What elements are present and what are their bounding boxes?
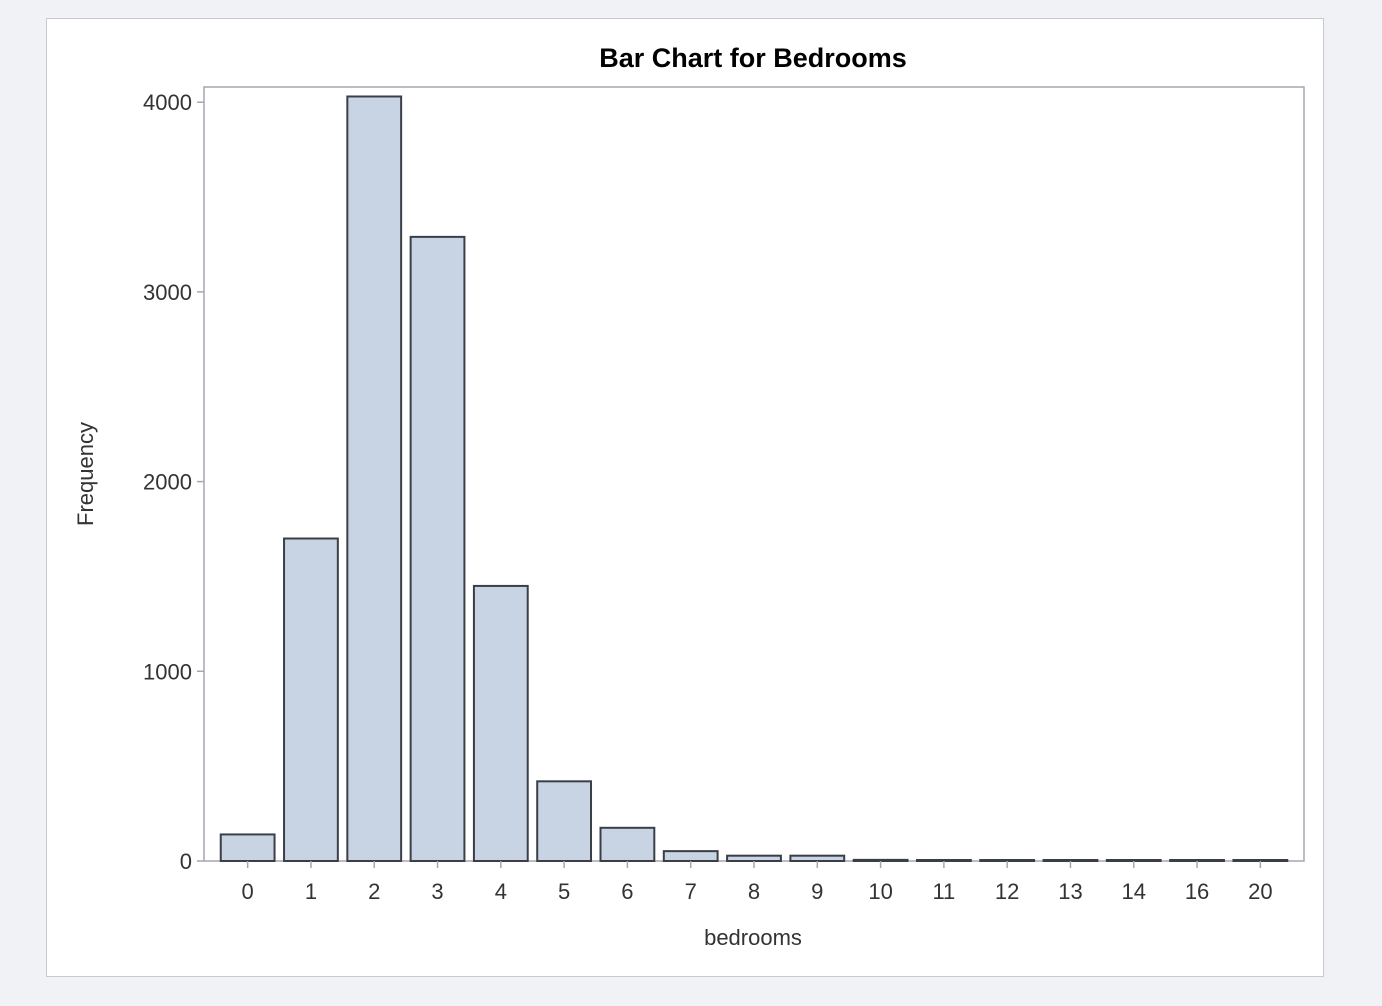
x-tick-label: 11 (932, 879, 955, 904)
bar-bedrooms-8 (726, 854, 782, 862)
bar-bedrooms-4 (472, 584, 529, 862)
x-tick-label: 6 (621, 879, 633, 904)
bar-bedrooms-1 (283, 537, 339, 862)
x-tick-label: 20 (1248, 879, 1272, 904)
y-tick-label: 2000 (143, 470, 192, 495)
x-tick-label: 7 (685, 879, 697, 904)
bar-bedrooms-20 (1232, 859, 1289, 862)
x-tick-label: 1 (305, 879, 317, 904)
x-axis-label: bedrooms (704, 925, 802, 950)
bar-bedrooms-12 (979, 859, 1036, 862)
bar-bedrooms-7 (662, 850, 719, 863)
y-tick-label: 3000 (143, 280, 192, 305)
bar-bedrooms-13 (1042, 859, 1099, 862)
bar-chart: Bar Chart for Bedrooms 0 1000 2000 3000 4000… (73, 43, 1305, 950)
y-tick-label: 4000 (143, 90, 192, 115)
x-tick-label: 12 (995, 879, 1019, 904)
bar-bedrooms-6 (599, 826, 656, 862)
x-tick-label: 9 (811, 879, 823, 904)
bar-bedrooms-11 (915, 859, 972, 862)
x-tick-label: 5 (558, 879, 570, 904)
chart-frame: Bar Chart for Bedrooms 0 1000 2000 3000 4000… (46, 18, 1324, 977)
x-tick-label: 14 (1122, 879, 1146, 904)
bar-bedrooms-9 (789, 854, 846, 862)
y-tick-label: 0 (180, 849, 192, 874)
bar-bedrooms-5 (536, 780, 593, 863)
x-tick-label: 0 (242, 879, 254, 904)
x-tick-label: 13 (1058, 879, 1082, 904)
x-axis: 0 1 2 3 4 5 6 7 8 9 10 11 12 13 14 16 20 (242, 861, 1273, 904)
x-tick-label: 10 (868, 879, 892, 904)
bar-bedrooms-0 (219, 833, 276, 862)
y-axis: 0 1000 2000 3000 4000 (143, 90, 204, 874)
bar-bedrooms-3 (409, 235, 466, 862)
y-axis-label: Frequency (73, 422, 98, 526)
bar-bedrooms-10 (852, 858, 909, 862)
x-tick-label: 16 (1185, 879, 1209, 904)
x-tick-label: 4 (495, 879, 507, 904)
x-tick-label: 3 (431, 879, 443, 904)
y-tick-label: 1000 (143, 659, 192, 684)
x-tick-label: 8 (748, 879, 760, 904)
bar-bedrooms-2 (346, 95, 403, 862)
x-tick-label: 2 (368, 879, 380, 904)
chart-title: Bar Chart for Bedrooms (599, 43, 907, 73)
bars-group (219, 95, 1289, 863)
bar-bedrooms-14 (1105, 859, 1162, 862)
bar-bedrooms-16 (1169, 859, 1225, 862)
